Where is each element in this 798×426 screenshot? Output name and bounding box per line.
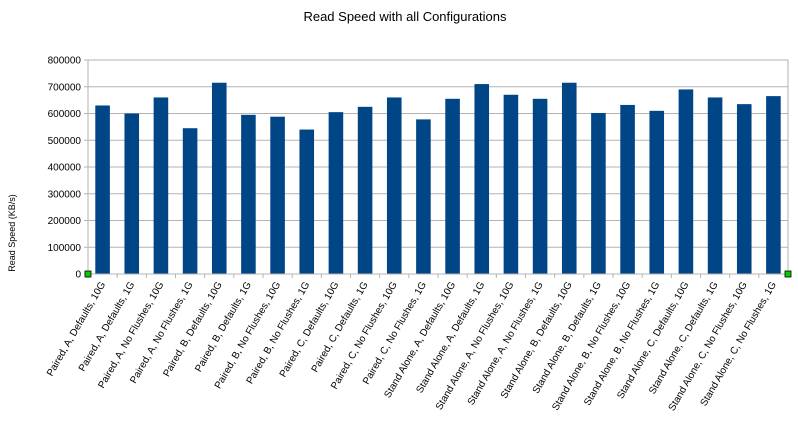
bar-9 (357, 106, 373, 274)
bar-5 (241, 114, 256, 275)
y-axis-label: Read Speed (KB/s) (7, 194, 17, 272)
bars (95, 82, 781, 275)
bar-22 (736, 104, 752, 274)
y-tick-label-8: 800000 (48, 56, 82, 67)
y-tick-label-5: 500000 (48, 136, 82, 147)
bar-20 (678, 89, 694, 274)
y-tick-labels: 0 100000 200000 300000 400000 500000 600000 700… (48, 56, 82, 281)
selection-handle-left[interactable] (84, 270, 92, 278)
bar-21 (707, 97, 723, 274)
bar-14 (503, 94, 519, 275)
y-tick-label-2: 200000 (48, 216, 82, 227)
bar-2 (153, 97, 169, 274)
bar-12 (445, 98, 460, 274)
bar-3 (182, 128, 198, 274)
bar-23 (766, 96, 781, 274)
bar-6 (270, 116, 285, 275)
bar-18 (620, 104, 635, 274)
bar-17 (591, 112, 606, 274)
bar-1 (124, 113, 140, 274)
chart-title: Read Speed with all Configurations (303, 9, 507, 24)
bar-13 (474, 84, 490, 274)
axes (87, 60, 789, 278)
bar-4 (211, 82, 227, 274)
bar-16 (561, 82, 577, 274)
selection-handle-right[interactable] (784, 270, 792, 278)
y-tick-label-7: 700000 (48, 82, 82, 93)
y-tick-label-4: 400000 (48, 163, 82, 174)
y-tick-label-0: 0 (75, 270, 81, 281)
bar-8 (328, 112, 344, 274)
y-tick-label-3: 300000 (48, 189, 82, 200)
bar-10 (386, 97, 402, 274)
y-tick-label-6: 600000 (48, 109, 82, 120)
bar-19 (649, 110, 665, 274)
bar-11 (416, 119, 431, 274)
bar-15 (532, 98, 548, 274)
y-tick-label-1: 100000 (48, 243, 82, 254)
bar-7 (299, 129, 315, 274)
bar-0 (95, 105, 110, 274)
